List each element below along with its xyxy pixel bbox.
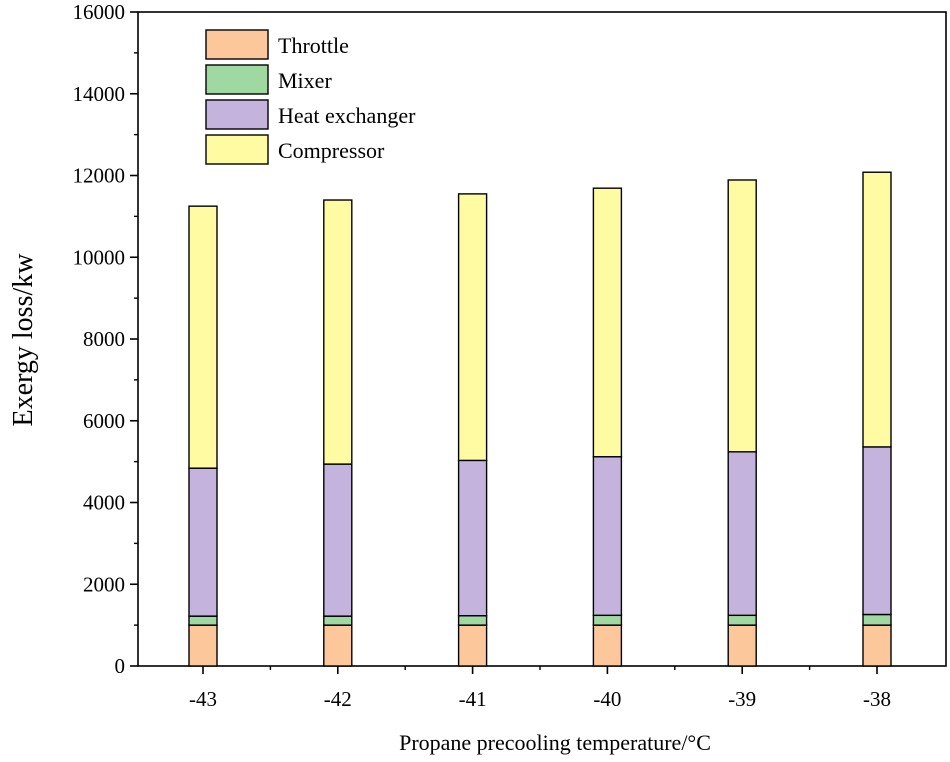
legend-label-compressor: Compressor [278,138,385,163]
bar-mixer--42 [323,615,353,626]
y-tick-label: 8000 [83,327,125,351]
y-tick-label: 12000 [73,164,126,188]
bar-mixer--43 [188,615,218,626]
legend-label-heat-exchanger: Heat exchanger [278,103,416,128]
bar-throttle--39 [727,624,757,667]
y-tick-label: 0 [115,654,126,678]
bar-throttle--43 [188,624,218,667]
bar-throttle--38 [862,624,892,667]
bar-heat-exchanger--41 [457,459,488,617]
x-tick-label: -40 [593,687,621,711]
bar-compressor--43 [188,205,218,469]
x-tick-label: -39 [728,687,756,711]
legend-label-mixer: Mixer [278,68,332,93]
x-tick-label: -43 [189,687,217,711]
bar-heat-exchanger--40 [592,456,623,617]
bar-compressor--42 [323,199,353,465]
bars [188,171,892,667]
y-tick-label: 6000 [83,409,125,433]
bar-mixer--41 [457,615,488,626]
bar-heat-exchanger--39 [727,451,757,617]
x-axis-title: Propane precooling temperature/°C [399,730,711,755]
bar-throttle--42 [323,624,353,667]
x-tick-label: -38 [863,687,891,711]
bar-mixer--40 [592,614,623,626]
bar-heat-exchanger--43 [188,467,218,617]
y-axis-title: Exergy loss/kw [8,253,39,427]
legend-label-throttle: Throttle [278,33,349,58]
legend-swatch-throttle [205,29,269,60]
legend-swatch-mixer [205,64,269,95]
bar-heat-exchanger--38 [862,446,892,616]
bar-compressor--41 [457,193,488,462]
bar-compressor--39 [727,179,757,453]
legend-swatch-compressor [205,134,269,165]
bar-throttle--41 [457,624,488,667]
bar-mixer--38 [862,613,892,626]
bar-heat-exchanger--42 [323,463,353,617]
bar-mixer--39 [727,614,757,626]
legend-swatch-heat-exchanger [205,99,269,130]
x-tick-label: -41 [459,687,487,711]
axes: 0 2000 4000 6000 8000 10000 12000 14000 16000 -43… [73,0,892,711]
legend: Throttle Mixer Heat exchanger Compressor [205,29,416,165]
y-tick-label: 16000 [73,0,126,24]
bar-throttle--40 [592,624,623,667]
y-tick-label: 2000 [83,572,125,596]
bar-compressor--38 [862,171,892,448]
x-tick-label: -42 [324,687,352,711]
y-tick-label: 10000 [73,245,126,269]
bar-compressor--40 [592,187,623,458]
y-tick-label: 4000 [83,491,125,515]
y-tick-label: 14000 [73,82,126,106]
